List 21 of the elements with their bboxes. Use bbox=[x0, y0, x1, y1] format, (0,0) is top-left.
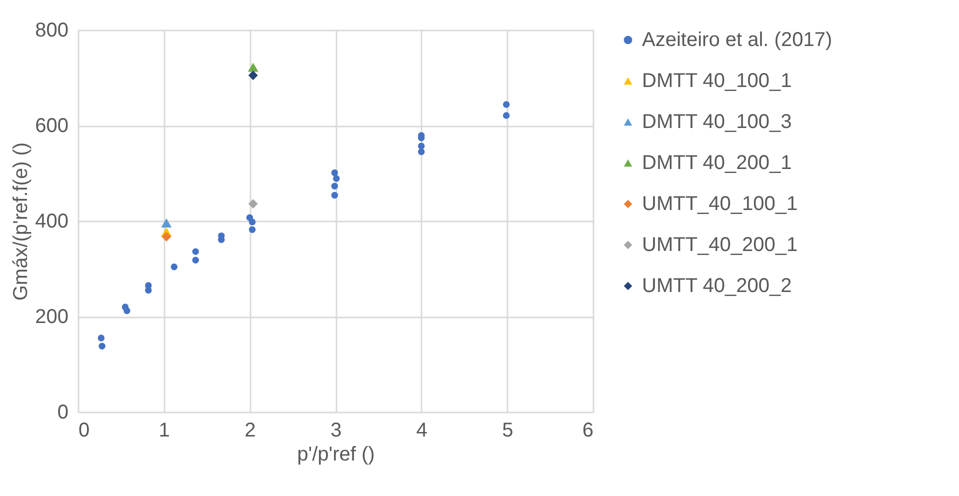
legend-label: DMTT 40_100_1 bbox=[642, 70, 792, 92]
x-tick-label: 1 bbox=[158, 420, 170, 442]
y-tick-label: 400 bbox=[35, 210, 68, 232]
y-axis-title: Gmáx/(p'ref.f(e) () bbox=[10, 142, 32, 301]
x-tick-label: 5 bbox=[502, 420, 514, 442]
legend-label: UMTT_40_100_1 bbox=[642, 193, 798, 215]
x-tick-label: 0 bbox=[78, 420, 90, 442]
x-axis-title: p'/p'ref () bbox=[297, 444, 375, 466]
y-tick-label: 200 bbox=[35, 306, 68, 328]
legend-label: UMTT_40_200_1 bbox=[642, 234, 798, 256]
x-tick-label: 3 bbox=[330, 420, 342, 442]
legend-label: DMTT 40_100_3 bbox=[642, 111, 792, 133]
y-tick-label: 600 bbox=[35, 115, 68, 137]
legend-label: Azeiteiro et al. (2017) bbox=[642, 29, 832, 51]
y-tick-label: 800 bbox=[35, 20, 68, 42]
y-tick-label: 0 bbox=[57, 402, 68, 424]
legend-label: DMTT 40_200_1 bbox=[642, 152, 792, 174]
x-tick-label: 4 bbox=[416, 420, 428, 442]
x-tick-label: 2 bbox=[244, 420, 256, 442]
legend-label: UMTT 40_200_2 bbox=[642, 275, 792, 297]
x-tick-label: 6 bbox=[582, 420, 594, 442]
